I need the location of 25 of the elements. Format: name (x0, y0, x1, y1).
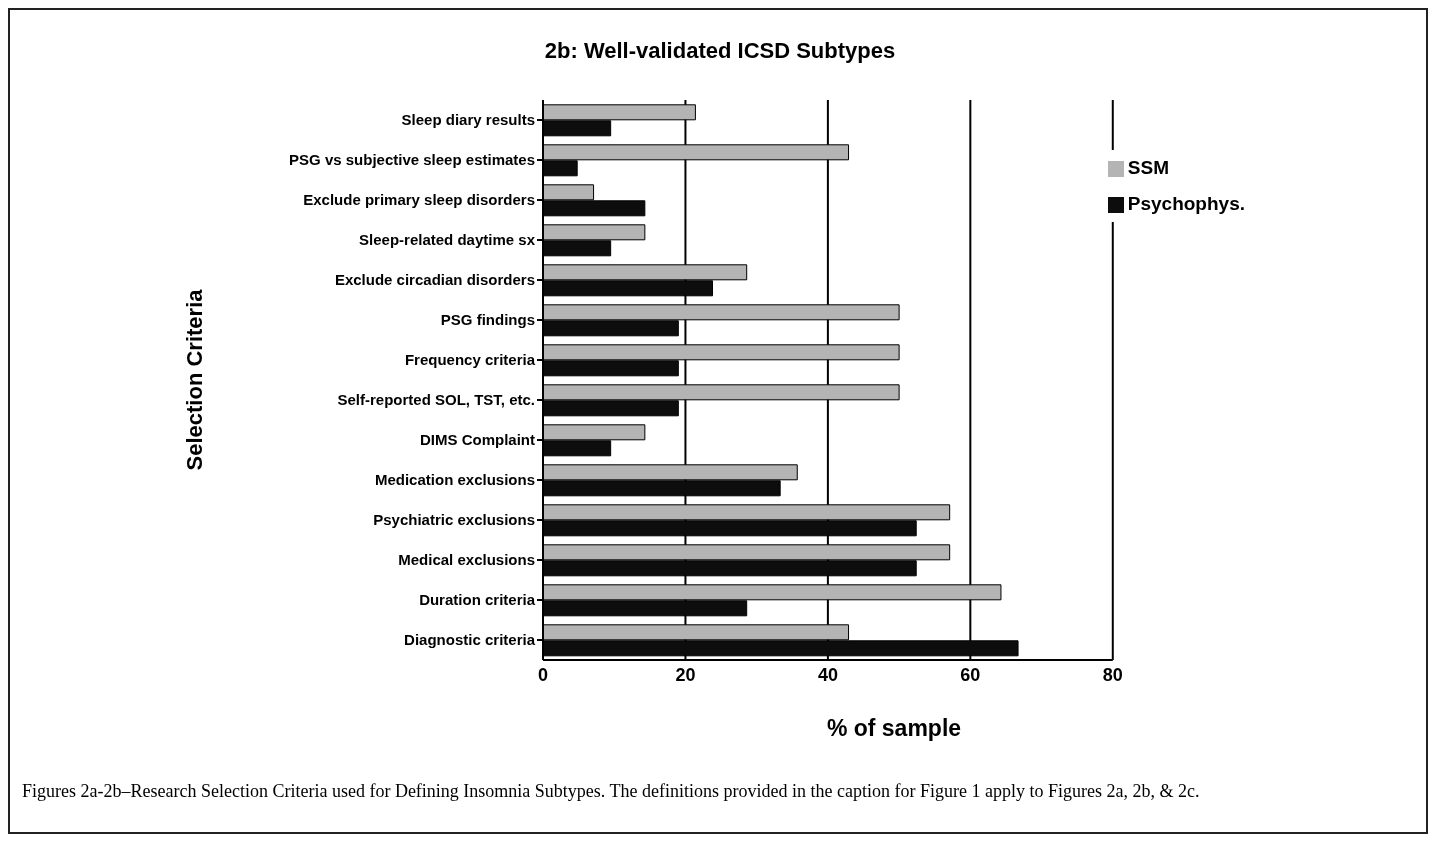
y-tick-label: Exclude circadian disorders (334, 271, 535, 289)
y-tick-label: DIMS Complaint (420, 431, 535, 449)
y-tick-label: Diagnostic criteria (404, 631, 536, 649)
y-tick-label: Psychiatric exclusions (373, 511, 535, 529)
x-axis-title: % of sample (825, 715, 963, 742)
y-tick-label: Sleep-related daytime sx (359, 231, 536, 249)
chart-title: 2b: Well-validated ICSD Subtypes (543, 38, 897, 64)
x-tick-label: 0 (537, 664, 549, 685)
y-tick-label: Self-reported SOL, TST, etc. (337, 391, 535, 409)
x-tick-label: 80 (1102, 664, 1123, 685)
x-tick-label: 60 (960, 664, 981, 685)
text: Figures 2a-2b–Research Selection Criteria used for Defining Insomnia Subtypes. The definitions provided in the caption for Figure 1 apply to Figures 2a, 2b, & 2c. (22, 780, 1201, 803)
x-tick-label: 20 (675, 664, 696, 685)
y-axis-title: Selection Criteria (182, 289, 208, 471)
y-tick-label: Medication exclusions (374, 471, 535, 489)
y-tick-label: PSG findings (440, 311, 535, 329)
y-tick-label: PSG vs subjective sleep estimates (289, 151, 535, 169)
x-tick-label: 40 (817, 664, 838, 685)
y-tick-label: Frequency criteria (404, 351, 536, 369)
legend-label: Psychophys. (1127, 193, 1245, 214)
y-tick-label: Sleep diary results (401, 111, 535, 129)
y-tick-label: Duration criteria (419, 591, 536, 609)
y-tick-label: Exclude primary sleep disorders (303, 191, 535, 209)
legend-label: SSM (1127, 157, 1169, 178)
y-tick-label: Medical exclusions (398, 551, 535, 569)
